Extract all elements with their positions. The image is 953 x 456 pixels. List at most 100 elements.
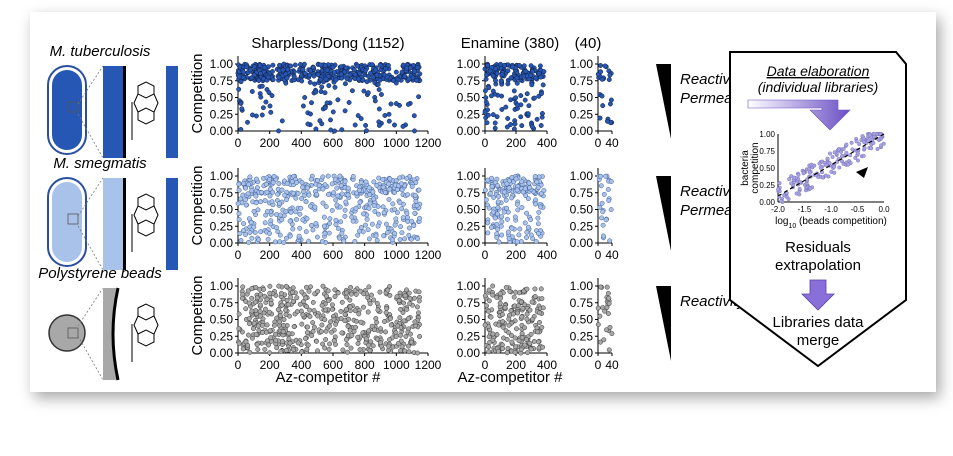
- data-point: [528, 346, 534, 352]
- data-point: [365, 90, 371, 96]
- data-point: [414, 304, 420, 310]
- data-point: [363, 122, 369, 128]
- data-point: [333, 217, 339, 223]
- y-tick-label: 0.25: [457, 219, 481, 233]
- data-point: [277, 239, 283, 245]
- data-point: [243, 197, 248, 203]
- data-point: [417, 71, 423, 77]
- data-point: [518, 347, 524, 352]
- data-point: [514, 326, 519, 332]
- inset-point: [818, 165, 823, 170]
- data-point: [371, 297, 377, 303]
- data-point: [499, 219, 505, 225]
- data-point: [310, 227, 316, 233]
- data-point: [319, 84, 325, 90]
- x-tick-label: 200: [506, 358, 526, 372]
- data-point: [404, 176, 410, 181]
- data-point: [607, 324, 613, 330]
- data-point: [265, 236, 271, 242]
- data-point: [351, 328, 357, 334]
- data-point: [525, 350, 530, 356]
- x-tick-label: 400: [291, 248, 311, 262]
- data-point: [338, 71, 344, 77]
- data-point: [259, 189, 265, 195]
- data-point: [327, 216, 333, 222]
- data-point: [483, 197, 489, 203]
- data-point: [393, 178, 399, 184]
- data-point: [398, 306, 404, 312]
- data-point: [489, 93, 494, 99]
- y-tick-label: 0.25: [210, 219, 234, 233]
- data-point: [401, 300, 407, 306]
- y-tick-label: 0.50: [570, 313, 594, 327]
- data-point: [309, 100, 314, 106]
- data-point: [380, 176, 386, 182]
- data-point: [251, 224, 257, 230]
- data-point: [361, 291, 367, 297]
- data-point: [264, 322, 270, 328]
- data-point: [310, 320, 316, 326]
- data-point: [310, 65, 316, 70]
- data-point: [392, 222, 398, 228]
- data-point: [386, 343, 392, 349]
- data-point: [323, 337, 329, 342]
- data-point: [498, 78, 504, 84]
- data-point: [308, 284, 313, 290]
- membrane-layer-outer: [103, 66, 123, 158]
- data-point: [302, 95, 308, 100]
- data-point: [309, 333, 315, 339]
- data-point: [290, 298, 296, 304]
- data-point: [296, 233, 302, 239]
- data-point: [327, 220, 333, 226]
- data-point: [284, 75, 290, 81]
- gradient-triangle: [656, 176, 671, 251]
- y-tick-label: 1.00: [210, 169, 234, 183]
- data-point: [534, 116, 540, 122]
- inset-point: [832, 170, 837, 175]
- data-point: [306, 238, 312, 244]
- data-point: [291, 324, 297, 330]
- data-point: [604, 118, 610, 124]
- data-point: [316, 182, 322, 188]
- x-tick-label: 600: [323, 358, 343, 372]
- data-point: [332, 84, 338, 90]
- data-point: [343, 337, 349, 343]
- data-point: [497, 300, 503, 306]
- data-point: [248, 220, 254, 225]
- inset-point: [840, 153, 845, 158]
- inset-point: [848, 153, 853, 158]
- data-point: [290, 190, 296, 196]
- cell-body: [52, 70, 82, 150]
- data-point: [504, 124, 510, 130]
- y-tick-label: 0.00: [210, 346, 234, 360]
- data-point: [605, 187, 611, 192]
- x-tick-label: 200: [260, 358, 280, 372]
- figure-canvas: Sharpless/Dong (1152) Enamine (380) (40)…: [38, 35, 907, 386]
- data-point: [328, 117, 333, 123]
- zoom-box: [67, 213, 79, 225]
- data-point: [339, 127, 345, 133]
- data-point: [259, 112, 265, 118]
- benzene-ring-bottom: [137, 107, 155, 125]
- inset-ylabel-1: bacteria: [740, 150, 751, 186]
- data-point: [601, 191, 607, 197]
- data-point: [518, 299, 524, 305]
- y-tick-label: 0.00: [210, 124, 234, 138]
- data-point: [286, 330, 292, 336]
- data-point: [315, 313, 321, 319]
- data-point: [496, 239, 502, 245]
- data-point: [532, 286, 538, 292]
- data-point: [404, 306, 410, 312]
- data-point: [284, 197, 289, 203]
- data-point: [484, 120, 490, 126]
- data-point: [486, 344, 492, 350]
- data-point: [529, 299, 535, 305]
- data-point: [358, 288, 364, 294]
- data-point: [301, 61, 307, 67]
- data-point: [353, 205, 359, 211]
- data-point: [415, 350, 420, 356]
- data-point: [511, 126, 517, 132]
- data-point: [490, 88, 496, 94]
- data-point: [508, 97, 514, 103]
- data-point: [494, 70, 500, 76]
